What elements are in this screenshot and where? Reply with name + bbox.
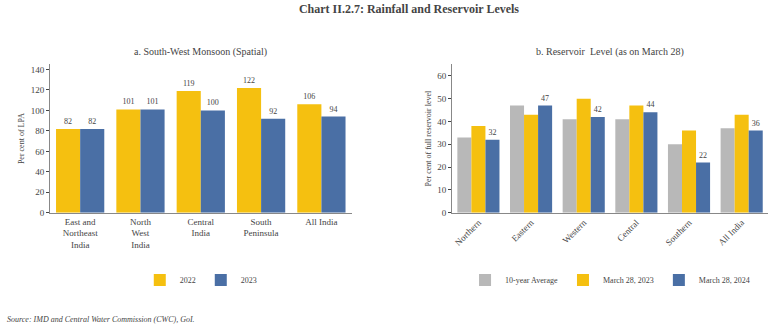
svg-text:10-year Average: 10-year Average xyxy=(505,276,558,285)
svg-text:March 28, 2023: March 28, 2023 xyxy=(603,276,654,285)
svg-text:2023: 2023 xyxy=(241,276,257,285)
svg-text:0: 0 xyxy=(40,208,45,218)
svg-text:Southern: Southern xyxy=(664,217,694,247)
svg-text:SouthPeninsula: SouthPeninsula xyxy=(244,217,279,239)
svg-text:20: 20 xyxy=(35,187,45,197)
svg-text:Eastern: Eastern xyxy=(509,217,536,244)
svg-text:101: 101 xyxy=(147,97,159,106)
svg-text:Central: Central xyxy=(615,217,641,243)
svg-text:b. Reservoir Level (as on Mar: b. Reservoir Level (as on March 28) xyxy=(536,46,684,58)
svg-text:82: 82 xyxy=(88,117,96,126)
svg-text:42: 42 xyxy=(594,105,602,114)
svg-text:120: 120 xyxy=(31,85,45,95)
svg-text:80: 80 xyxy=(35,126,45,136)
svg-text:Per cent of LPA: Per cent of LPA xyxy=(17,113,26,164)
svg-text:47: 47 xyxy=(541,94,549,103)
svg-text:Northern: Northern xyxy=(453,217,483,247)
svg-text:10: 10 xyxy=(437,185,447,195)
svg-text:60: 60 xyxy=(437,71,447,81)
svg-text:20: 20 xyxy=(437,162,447,172)
svg-text:Source: IMD and Central Water: Source: IMD and Central Water Commission… xyxy=(7,315,195,324)
svg-text:140: 140 xyxy=(31,65,45,75)
svg-text:All India: All India xyxy=(716,218,746,248)
svg-text:2022: 2022 xyxy=(180,276,196,285)
svg-text:60: 60 xyxy=(35,147,45,157)
svg-text:All India: All India xyxy=(305,217,337,227)
svg-text:82: 82 xyxy=(64,117,72,126)
svg-text:CentralIndia: CentralIndia xyxy=(188,217,215,239)
svg-text:122: 122 xyxy=(243,76,255,85)
svg-text:40: 40 xyxy=(437,117,447,127)
svg-text:22: 22 xyxy=(699,151,707,160)
svg-text:36: 36 xyxy=(752,119,760,128)
svg-text:a. South-West Monsoon (Spatial: a. South-West Monsoon (Spatial) xyxy=(134,46,267,58)
svg-text:Western: Western xyxy=(561,217,589,245)
svg-text:NorthWestIndia: NorthWestIndia xyxy=(130,217,151,250)
svg-text:Chart II.2.7: Rainfall and Res: Chart II.2.7: Rainfall and Reservoir Lev… xyxy=(299,2,519,16)
svg-text:94: 94 xyxy=(329,105,337,114)
svg-text:100: 100 xyxy=(31,106,45,116)
svg-text:0: 0 xyxy=(442,208,447,218)
svg-text:40: 40 xyxy=(35,167,45,177)
svg-text:March 28, 2024: March 28, 2024 xyxy=(699,276,750,285)
svg-text:Per cent of full reservoir lev: Per cent of full reservoir level xyxy=(424,90,433,187)
svg-text:101: 101 xyxy=(122,97,134,106)
svg-text:106: 106 xyxy=(303,92,315,101)
svg-text:32: 32 xyxy=(488,128,496,137)
svg-text:50: 50 xyxy=(437,94,447,104)
svg-text:East andNortheastIndia: East andNortheastIndia xyxy=(63,217,98,250)
svg-text:100: 100 xyxy=(207,98,219,107)
svg-text:119: 119 xyxy=(183,79,195,88)
svg-text:44: 44 xyxy=(646,100,654,109)
svg-text:30: 30 xyxy=(437,139,447,149)
svg-text:92: 92 xyxy=(269,107,277,116)
